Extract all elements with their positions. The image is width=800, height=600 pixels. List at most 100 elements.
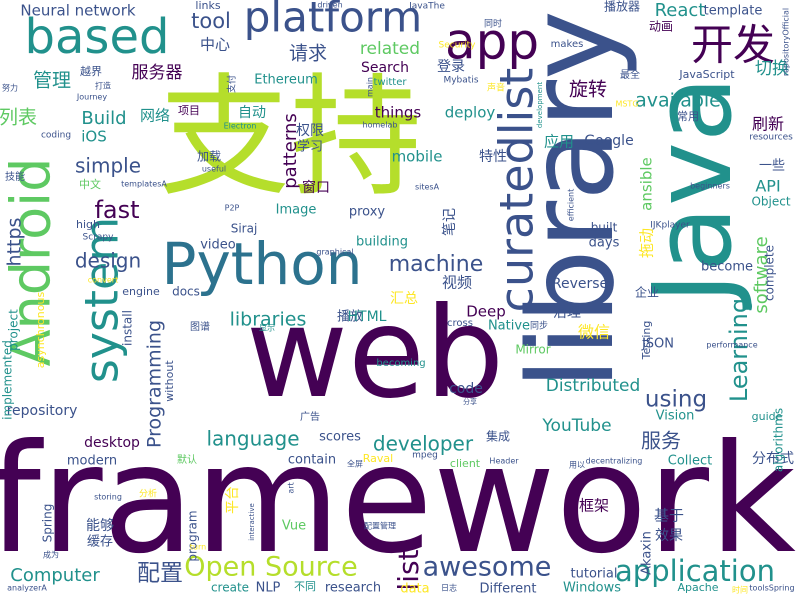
word-cross-166: cross: [447, 318, 473, 329]
word-cjk-72: 视频: [442, 274, 472, 292]
word-create-110: create: [211, 581, 249, 595]
word-art-161: art: [287, 482, 296, 493]
word-makes-132: makes: [551, 39, 584, 50]
word-repositoryofficial-146: repositoryOfficial: [782, 8, 791, 76]
word-template-111: template: [704, 4, 763, 19]
word-ethereum-134: Ethereum: [254, 73, 318, 88]
word-mpeg-152: mpeg: [412, 451, 438, 461]
word-list-16: list: [392, 549, 425, 590]
word-design-27: design: [75, 249, 141, 273]
word-toolsspring-148: toolsSpring: [749, 584, 794, 593]
word-ansible-55: ansible: [638, 157, 656, 211]
word-cjk-89: 权限: [296, 123, 324, 139]
word-cjk-98: 企业: [635, 285, 659, 300]
word-framework-0: framework: [0, 413, 796, 587]
word-cjk-165: 显示: [259, 324, 275, 333]
word-cjk-71: 微信: [578, 323, 610, 342]
word-decentralizing-151: decentralizing: [586, 457, 643, 466]
word-cjk-138: 技能: [5, 170, 25, 183]
word-windows-69: Windows: [563, 581, 621, 596]
word-using-24: using: [645, 387, 707, 413]
word-react-44: React: [655, 0, 706, 21]
word-spring-107: Spring: [41, 504, 55, 543]
word-available-34: available: [635, 90, 721, 112]
word-app-9: app: [445, 13, 539, 71]
word-implemented-123: implemented: [1, 340, 15, 420]
word-cjk-99: 治理: [553, 305, 581, 321]
word-cjk-106: 平台: [225, 486, 241, 514]
word-cjk-102: 基于: [654, 507, 684, 525]
word-different-67: Different: [480, 582, 537, 597]
word-cjk-170: 默认: [177, 453, 197, 466]
word-cjk-169: 广告: [300, 410, 320, 423]
word-fast-28: fast: [94, 196, 139, 224]
word-complete-116: complete: [763, 245, 777, 301]
word-performance-147: performance: [706, 341, 757, 350]
word-cjk-104: 能够: [86, 518, 114, 534]
word-cjk-131: 常用: [677, 110, 699, 123]
word-cjk-87: 网络: [140, 107, 170, 125]
word-siraj-126: Siraj: [231, 222, 258, 236]
word-sitesa-182: sitesA: [415, 183, 440, 192]
word-modern-59: modern: [67, 454, 117, 469]
word-cjk-112: 一些: [759, 159, 785, 174]
word-cjk-135: 项目: [178, 104, 200, 117]
word-research-68: research: [325, 581, 381, 596]
word-repository-63: repository: [7, 403, 78, 419]
word-header-150: Header: [489, 457, 519, 466]
word-coding-139: coding: [41, 131, 71, 141]
word-docs-78: docs: [172, 285, 200, 299]
word-web-1: web: [246, 281, 504, 426]
word-image-79: Image: [276, 203, 317, 218]
word-tutorial-66: tutorial: [571, 567, 618, 582]
word-raval-154: Raval: [363, 452, 393, 465]
word-cjk-37: 请求: [289, 43, 327, 65]
word-cjk-156: 分析: [139, 488, 157, 500]
word-engine-120: engine: [122, 285, 160, 298]
word-native-51: Native: [488, 319, 530, 334]
word-cjk-74: 笔记: [442, 208, 458, 236]
word-desktop-58: desktop: [84, 435, 140, 451]
word-language-21: language: [206, 427, 299, 451]
word-days-82: days: [589, 236, 620, 251]
word-api-54: API: [755, 177, 780, 196]
word-java-4: Java: [631, 76, 756, 310]
word-cjk-128: 动画: [649, 20, 673, 34]
word-cjk-194: 声音: [487, 82, 505, 94]
word-efficient-183: efficient: [567, 189, 576, 221]
word-cjk-35: 管理: [33, 70, 71, 92]
word-cjk-12: 开发: [691, 21, 775, 70]
word-without-122: without: [163, 360, 176, 402]
word-mybatis-186: Mybatis: [443, 76, 478, 86]
word-journey-197: Journey: [76, 93, 107, 102]
word-javathe-189: JavaThe: [408, 2, 445, 12]
word-developer-22: developer: [373, 432, 474, 456]
word-install-121: install: [121, 310, 135, 346]
word-guide-117: guide: [752, 410, 783, 423]
word-collect-64: Collect: [668, 454, 713, 469]
word-ijkplayer-143: IJKplayer: [650, 221, 690, 231]
word-cjk-101: 分布式: [752, 451, 794, 467]
word-graphical-162: graphical: [316, 248, 353, 257]
word-build-30: Build: [81, 108, 126, 129]
word-awesome-15: awesome: [423, 552, 552, 583]
word-scores-60: scores: [319, 430, 361, 445]
word-storing-155: storing: [94, 493, 122, 502]
word-contain-61: contain: [288, 453, 336, 468]
word-project-125: project: [7, 309, 21, 351]
word-neural-network-45: Neural network: [20, 2, 135, 20]
word-cjk-171: 全屏: [347, 459, 363, 469]
word-library-3: library: [502, 10, 640, 390]
word-vue-108: Vue: [282, 519, 306, 534]
word-turn-160: turn: [190, 543, 206, 552]
word-cjk-157: 成为: [43, 550, 59, 560]
word-cjk-164: 图谱: [190, 320, 210, 333]
word-data-175: data: [400, 582, 429, 597]
word-cjk-127: 播放器: [604, 0, 640, 14]
word-patterns-32: patterns: [280, 113, 301, 189]
word-cjk-17: 配置: [137, 561, 183, 587]
word-reverse-57: Reverse: [552, 276, 608, 292]
word-becoming-168: becoming: [376, 358, 425, 369]
word-cjk-167: 同步: [530, 321, 548, 332]
